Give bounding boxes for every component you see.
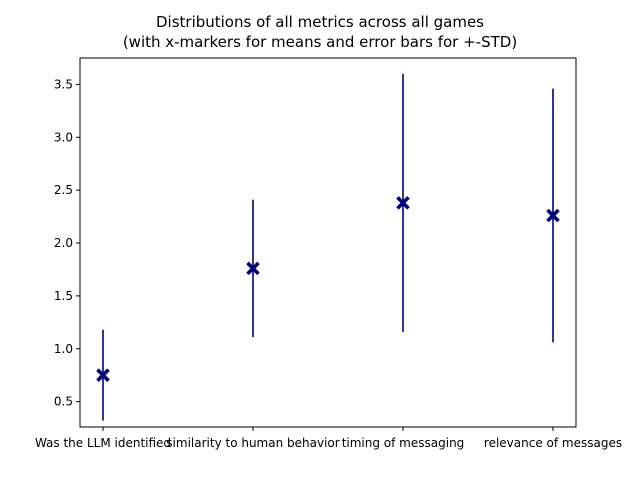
title-line: Distributions of all metrics across all … [156,13,484,31]
x-tick-label: similarity to human behavior [166,436,339,450]
mean-marker-stroke [96,368,110,382]
title-line: (with x-markers for means and error bars… [123,33,517,51]
mean-marker-stroke [396,196,410,210]
x-tick-label: timing of messaging [342,436,465,450]
y-tick-label: 3.0 [54,130,73,144]
axes-frame [79,57,577,428]
y-tick-label: 2.0 [54,236,73,250]
y-tick-label: 1.0 [54,342,73,356]
mean-marker-stroke [546,208,560,223]
mean-marker [96,368,110,382]
y-tick-label: 3.5 [54,77,73,91]
mean-marker [246,261,260,276]
mean-marker [546,208,560,223]
mean-marker [396,196,410,210]
plot-marks [96,73,560,421]
y-tick-label: 1.5 [54,289,73,303]
x-tick-label: Was the LLM identified [35,436,171,450]
chart-title-text: Distributions of all metrics across all … [123,13,517,51]
mean-marker-stroke [246,261,260,276]
y-axis: 0.5 1.0 1.5 2.0 2.5 3.0 3.5 [54,77,80,409]
y-tick-label: 2.5 [54,183,73,197]
chart-title: Distributions of all metrics across all … [123,13,517,51]
x-tick-label: relevance of messages [484,436,622,450]
y-tick-label: 0.5 [54,395,73,409]
